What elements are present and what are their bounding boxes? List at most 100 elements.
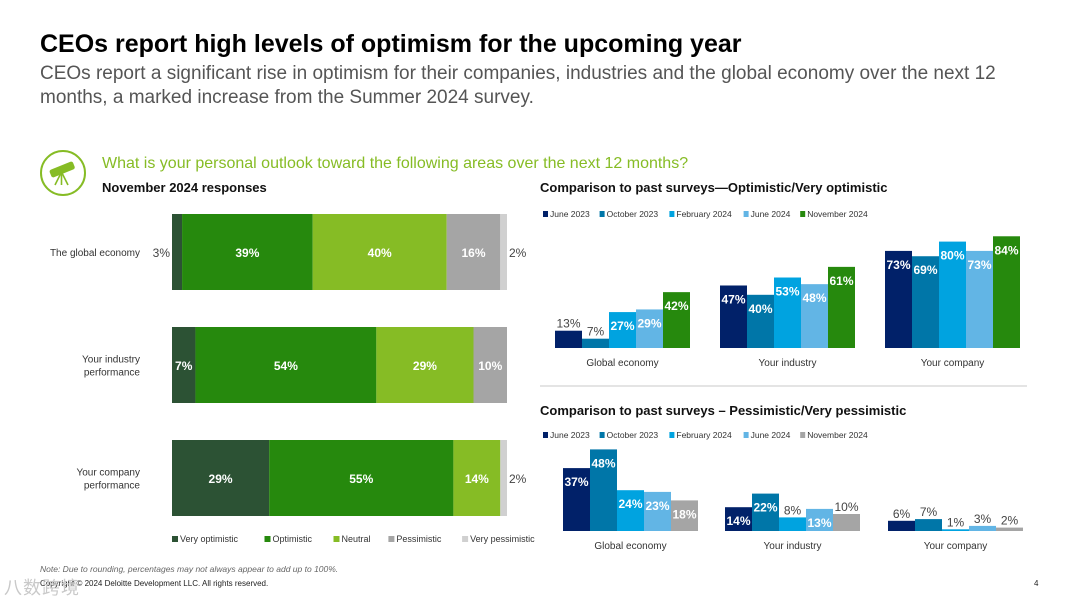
- stacked-bar-chart: The global economy 3% 39% 40% 16% 2% Your indu…: [50, 214, 535, 544]
- bar-segment: [182, 214, 313, 290]
- data-label: 6%: [893, 507, 911, 521]
- data-label: 8%: [784, 503, 802, 517]
- bar-segment: [172, 327, 196, 403]
- bar-segment: [446, 214, 501, 290]
- survey-question: What is your personal outlook toward the…: [102, 155, 689, 172]
- legend-swatch: [264, 536, 271, 542]
- category-label: Your company: [924, 541, 988, 552]
- optimistic-comparison-chart: June 2023 October 2023 February 2024 June 2…: [540, 209, 1027, 387]
- legend-label: October 2023: [607, 209, 659, 219]
- data-label: 13%: [807, 516, 831, 530]
- pessimistic-comparison-chart: June 2023 October 2023 February 2024 June 2…: [543, 430, 1023, 552]
- data-label: 10%: [478, 359, 502, 373]
- bar: [969, 525, 996, 531]
- data-label: 47%: [721, 292, 745, 306]
- bar: [774, 277, 801, 348]
- legend-swatch: [333, 536, 340, 542]
- data-label: 84%: [994, 243, 1018, 257]
- bar: [636, 309, 663, 348]
- bar: [939, 241, 966, 348]
- legend-swatch: [599, 432, 605, 438]
- copyright: Copyright © 2024 Deloitte Development LL…: [40, 579, 269, 588]
- bar: [993, 236, 1020, 348]
- legend-label: June 2023: [550, 209, 590, 219]
- bar: [888, 520, 915, 531]
- bar: [828, 266, 855, 348]
- page-title: CEOs report high levels of optimism for …: [40, 30, 742, 58]
- legend-swatch: [172, 536, 178, 542]
- data-label: 18%: [672, 507, 696, 521]
- category-label: The global economy: [50, 248, 140, 259]
- bar-segment: [312, 214, 447, 290]
- legend-label: Optimistic: [273, 534, 313, 544]
- legend-swatch: [800, 211, 806, 217]
- data-label: 2%: [509, 472, 527, 486]
- bar: [720, 285, 747, 348]
- bar-segment: [500, 214, 507, 290]
- legend-label: February 2024: [676, 430, 732, 440]
- legend-label: Very pessimistic: [470, 534, 535, 544]
- category-label: Global economy: [586, 358, 658, 369]
- legend-label: Very optimistic: [180, 534, 239, 544]
- data-label: 27%: [610, 319, 634, 333]
- legend-label: Pessimistic: [396, 534, 442, 544]
- data-label: 40%: [748, 302, 772, 316]
- bar: [582, 338, 609, 348]
- bar-segment: [500, 440, 507, 516]
- category-label: Your industry performance: [82, 355, 140, 379]
- data-label: 80%: [940, 249, 964, 263]
- data-label: 61%: [829, 274, 853, 288]
- data-label: 7%: [175, 359, 193, 373]
- category-label: Your company performance: [76, 468, 140, 492]
- data-label: 7%: [920, 505, 938, 519]
- data-label: 2%: [1001, 514, 1019, 528]
- legend-swatch: [543, 432, 548, 438]
- data-label: 55%: [349, 472, 373, 486]
- bar-segment: [453, 440, 501, 516]
- legend-label: February 2024: [676, 209, 732, 219]
- legend-swatch: [743, 432, 749, 438]
- category-label: Your company: [921, 358, 985, 369]
- legend-label: June 2024: [751, 430, 791, 440]
- data-label: 42%: [664, 299, 688, 313]
- page-subtitle: CEOs report a significant rise in optimi…: [40, 63, 996, 108]
- pessimistic-chart-title: Comparison to past surveys – Pessimistic…: [540, 403, 907, 418]
- data-label: 2%: [509, 246, 527, 260]
- bar: [752, 493, 779, 531]
- bar: [617, 490, 644, 531]
- data-label: 40%: [368, 246, 392, 260]
- bar: [644, 491, 671, 531]
- bar: [915, 519, 942, 531]
- bar-segment: [269, 440, 454, 516]
- data-label: 29%: [637, 316, 661, 330]
- bar: [806, 508, 833, 531]
- data-label: 14%: [726, 514, 750, 528]
- bar: [609, 312, 636, 348]
- data-label: 29%: [209, 472, 233, 486]
- bar-segment: [172, 440, 270, 516]
- footnote: Note: Due to rounding, percentages may n…: [40, 564, 339, 574]
- data-label: 39%: [235, 246, 259, 260]
- data-label: 13%: [556, 317, 580, 331]
- legend-swatch: [669, 432, 675, 438]
- data-label: 23%: [645, 499, 669, 513]
- legend-swatch: [743, 211, 749, 217]
- legend-swatch: [599, 211, 605, 217]
- optimistic-chart-title: Comparison to past surveys—Optimistic/Ve…: [540, 180, 888, 195]
- bar-segment: [195, 327, 377, 403]
- left-chart-title: November 2024 responses: [102, 180, 267, 195]
- bar: [725, 507, 752, 531]
- data-label: 53%: [775, 285, 799, 299]
- legend-label: October 2023: [607, 430, 659, 440]
- data-label: 1%: [947, 515, 965, 529]
- bar: [996, 527, 1023, 531]
- data-label: 48%: [591, 456, 615, 470]
- bar: [671, 500, 698, 531]
- data-label: 73%: [967, 258, 991, 272]
- data-label: 48%: [802, 291, 826, 305]
- legend-swatch: [462, 536, 469, 542]
- legend-swatch: [669, 211, 675, 217]
- data-label: 22%: [753, 501, 777, 515]
- bar: [966, 250, 993, 348]
- bar: [779, 517, 806, 531]
